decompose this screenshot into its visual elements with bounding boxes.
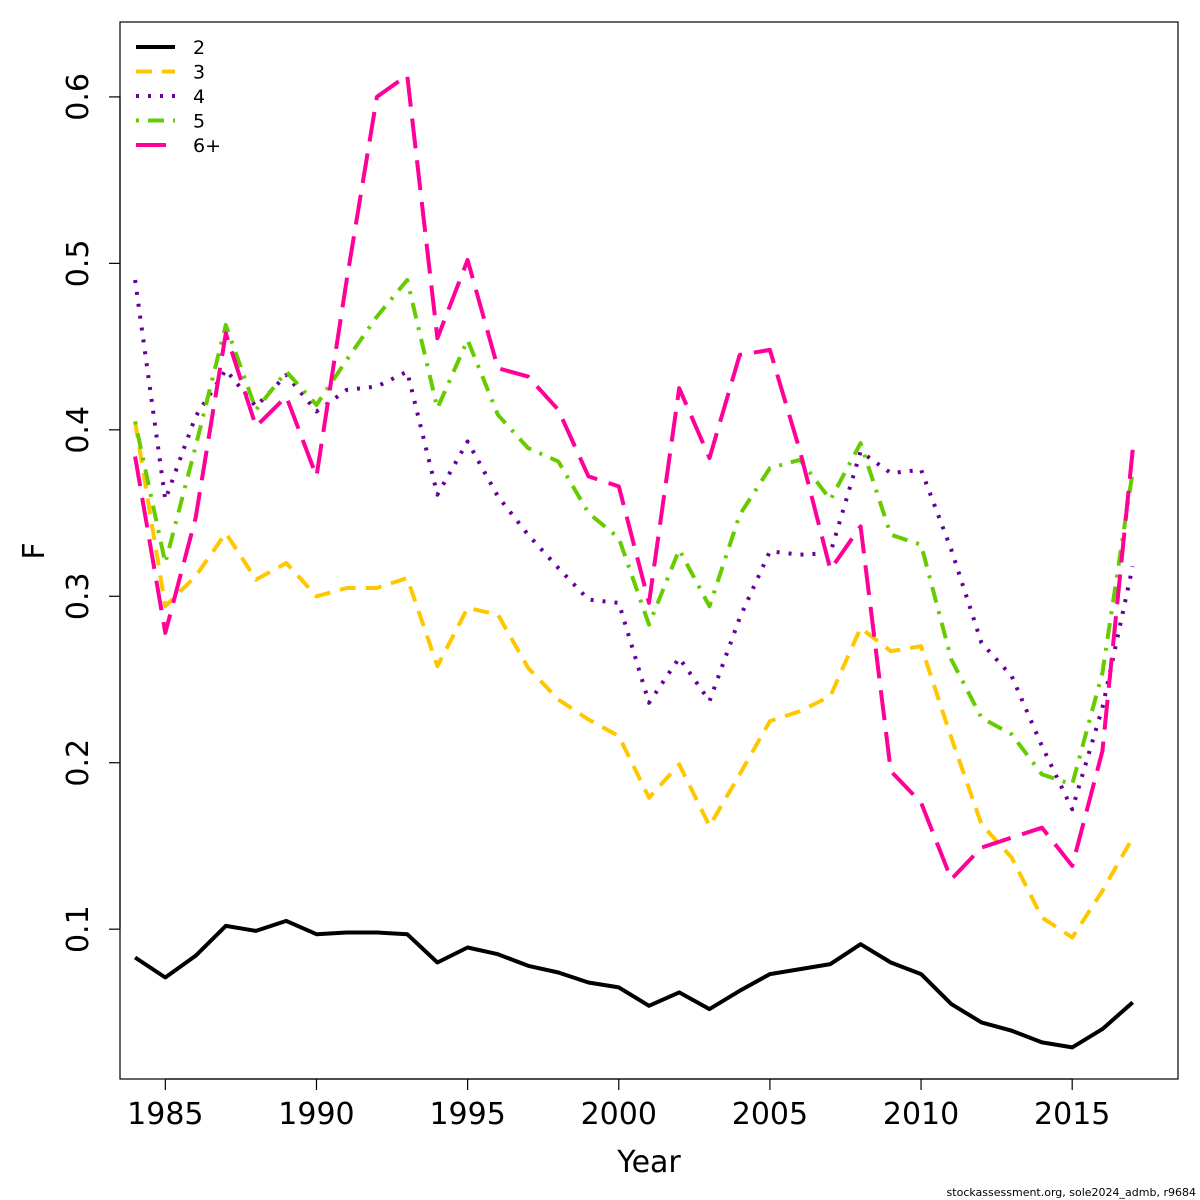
x-tick-label: 2000 [581,1097,657,1132]
x-tick-label: 1985 [127,1097,203,1132]
legend-label-1: 2 [193,37,205,59]
series-line-2 [133,421,1135,940]
series-line-3 [133,279,1135,812]
series-line-1 [133,918,1135,1050]
x-tick-label: 2005 [732,1097,808,1132]
footer-credit: stockassessment.org, sole2024_admb, r968… [947,1186,1196,1199]
x-tick-label: 1995 [429,1097,505,1132]
legend-label-4: 5 [193,111,205,133]
x-tick-label: 2010 [883,1097,959,1132]
x-tick-label: 1990 [278,1097,354,1132]
series-line-5 [133,73,1135,882]
plot-area [133,73,1135,1050]
y-axis-title: F [17,542,52,559]
y-tick-label: 0.5 [61,240,96,288]
y-tick-label: 0.6 [61,73,96,121]
y-tick-label: 0.4 [61,406,96,454]
legend-label-3: 4 [193,86,205,108]
y-tick-label: 0.1 [61,905,96,953]
y-tick-label: 0.3 [61,572,96,620]
x-axis: 1985 1990 1995 2000 2005 2010 2015 [127,1078,1110,1132]
y-tick-label: 0.2 [61,739,96,787]
x-axis-title: Year [616,1145,681,1180]
y-axis: 0.1 0.2 0.3 0.4 0.5 0.6 [61,73,121,953]
series-line-4 [133,278,1135,787]
legend-label-2: 3 [193,62,205,84]
legend-label-5: 6+ [193,135,221,157]
legend: 2 34 56+ [136,37,221,157]
x-tick-label: 2015 [1034,1097,1110,1132]
